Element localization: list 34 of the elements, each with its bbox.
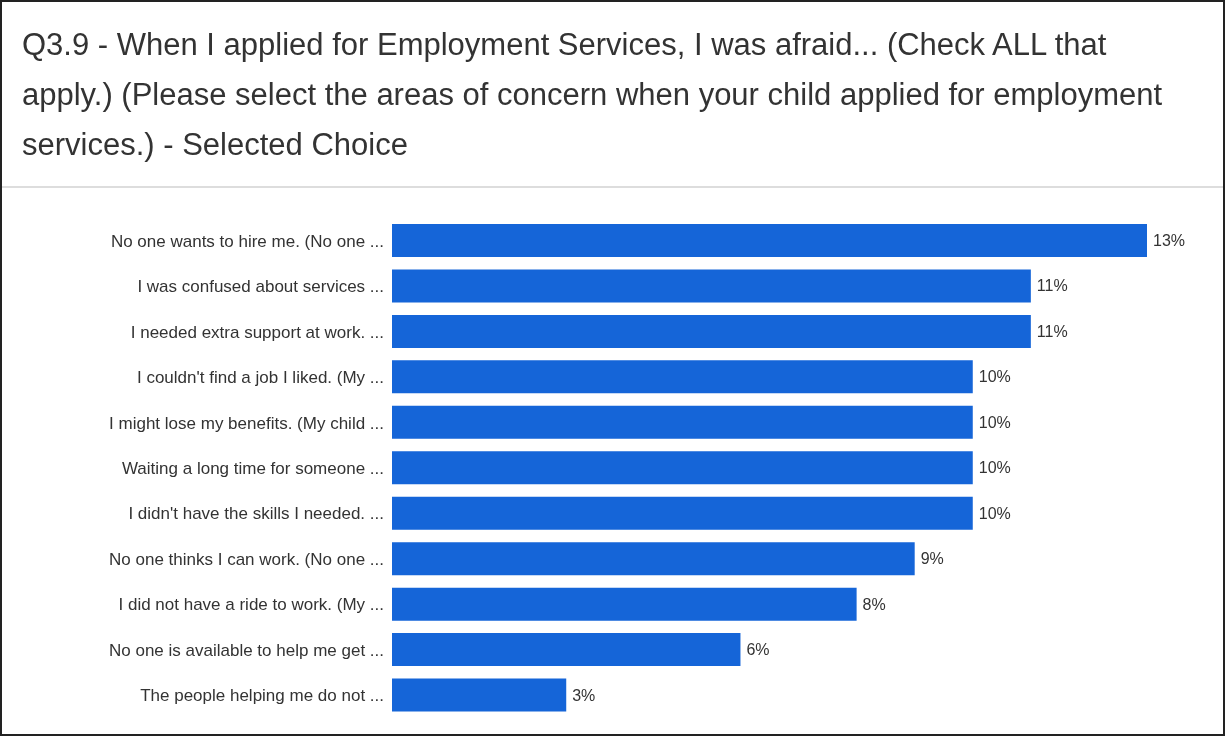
bar <box>392 542 915 576</box>
bar <box>392 451 973 485</box>
y-tick-label: I might lose my benefits. (My child ... <box>109 413 384 433</box>
bar <box>392 224 1147 257</box>
data-label: 13% <box>1153 232 1186 249</box>
data-label: 6% <box>746 641 770 659</box>
bar <box>392 587 857 621</box>
data-label: 10% <box>978 413 1011 431</box>
bar <box>392 678 567 712</box>
y-tick-label: I didn't have the skills I needed. ... <box>128 504 384 524</box>
y-tick-label: I was confused about services ... <box>137 277 384 297</box>
y-tick-label: Waiting a long time for someone ... <box>121 459 384 479</box>
y-tick-label: I did not have a ride to work. (My ... <box>118 595 384 615</box>
y-tick-label: The people helping me do not ... <box>140 686 384 706</box>
bar <box>392 405 973 439</box>
y-tick-label: No one is available to help me get ... <box>109 640 384 660</box>
bar <box>392 360 973 394</box>
data-label: 9% <box>920 550 944 568</box>
y-tick-label: No one thinks I can work. (No one ... <box>109 549 384 569</box>
y-tick-label: I couldn't find a job I liked. (My ... <box>136 368 384 388</box>
y-tick-label: I needed extra support at work. ... <box>130 322 384 342</box>
data-label: 10% <box>978 459 1011 477</box>
bar <box>392 633 741 667</box>
y-tick-label: No one wants to hire me. (No one ... <box>110 231 384 251</box>
data-label: 10% <box>978 368 1011 386</box>
bar <box>392 314 1031 348</box>
data-label: 10% <box>978 504 1011 522</box>
data-label: 11% <box>1036 277 1068 295</box>
chart-title: Q3.9 - When I applied for Employment Services, I was afraid... (Check ALL that apply.) (Please select the areas of concern when your child applied for employment services.) - Selected Choice <box>2 2 1223 188</box>
data-label: 3% <box>572 686 596 704</box>
data-label: 11% <box>1036 322 1068 340</box>
bar <box>392 496 973 530</box>
data-label: 8% <box>862 595 886 613</box>
bar <box>392 269 1031 303</box>
